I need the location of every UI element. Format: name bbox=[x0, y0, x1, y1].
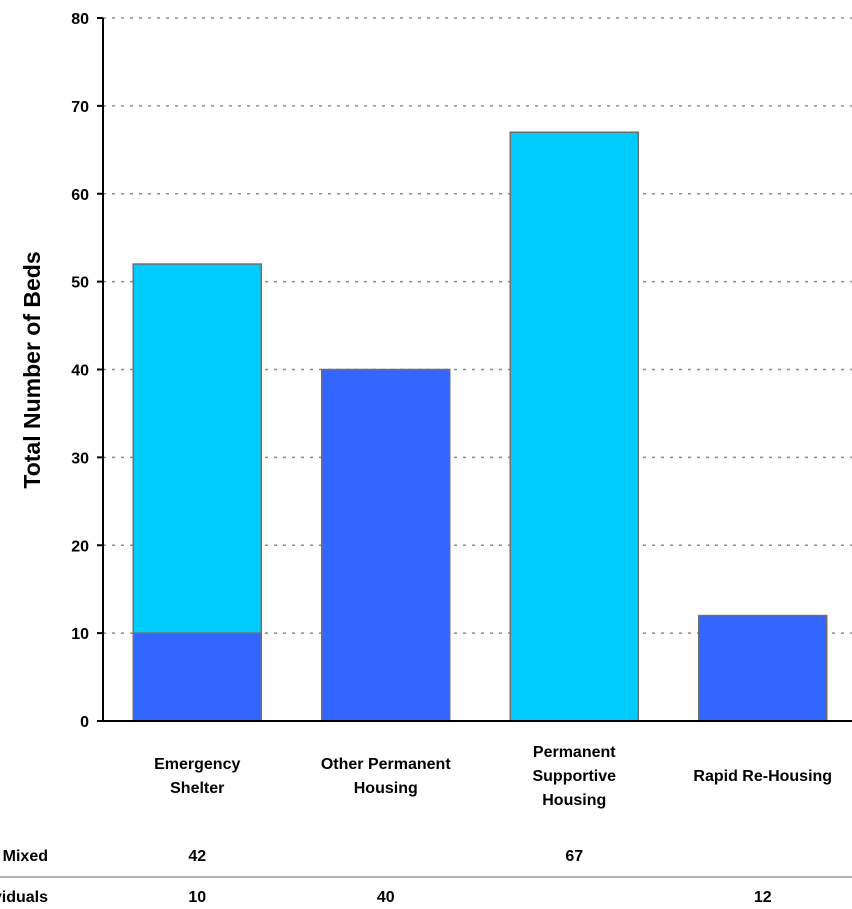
y-tick-label: 0 bbox=[80, 714, 89, 731]
y-tick-label: 70 bbox=[71, 99, 89, 116]
table-cell: 40 bbox=[377, 889, 395, 906]
table-row-label: Mixed bbox=[3, 848, 48, 865]
y-tick-label: 80 bbox=[71, 11, 89, 28]
category-label: Rapid Re-Housing bbox=[693, 768, 832, 785]
table-row-label: Individuals bbox=[0, 889, 48, 906]
category-label: Other Permanent bbox=[321, 756, 451, 773]
y-tick-label: 30 bbox=[71, 450, 89, 467]
y-axis-label: Total Number of Beds bbox=[19, 251, 45, 488]
bar bbox=[132, 263, 262, 634]
bar bbox=[321, 368, 451, 722]
bar bbox=[509, 131, 639, 722]
y-tick-label: 60 bbox=[71, 187, 89, 204]
y-tick-label: 10 bbox=[71, 626, 89, 643]
bar bbox=[132, 632, 262, 722]
axes bbox=[97, 17, 852, 722]
table-cell: 42 bbox=[188, 848, 206, 865]
category-label: Housing bbox=[354, 780, 418, 797]
category-label: Housing bbox=[542, 792, 606, 809]
category-label: Permanent bbox=[533, 744, 616, 761]
category-label: Emergency bbox=[154, 756, 240, 773]
category-label: Shelter bbox=[170, 780, 224, 797]
table-cell: 10 bbox=[188, 889, 206, 906]
y-tick-label: 20 bbox=[71, 538, 89, 555]
category-labels: Emergency Shelter Other Permanent Housing Pe… bbox=[154, 744, 832, 809]
bar bbox=[698, 614, 828, 722]
y-tick-label: 50 bbox=[71, 275, 89, 292]
y-tick-labels: 0 10 20 30 40 50 60 70 80 bbox=[71, 11, 89, 731]
data-table: Mixed 42 67 Individuals 10 40 12 bbox=[0, 848, 852, 906]
table-cell: 67 bbox=[565, 848, 583, 865]
bars bbox=[132, 131, 828, 722]
category-label: Supportive bbox=[532, 768, 616, 785]
y-tick-label: 40 bbox=[71, 363, 89, 380]
table-cell: 12 bbox=[754, 889, 772, 906]
